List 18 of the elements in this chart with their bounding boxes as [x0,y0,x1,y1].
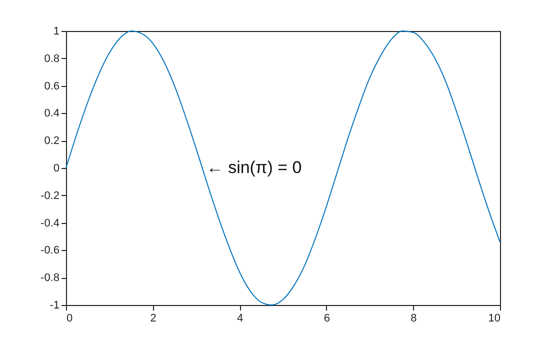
x-tick-label: 2 [150,312,156,324]
y-tick-label: -0.6 [40,244,60,257]
y-tick-label: -1 [50,300,60,312]
y-tick-label: 0.8 [44,52,60,65]
x-tick-label: 10 [488,312,500,324]
x-tick-label: 4 [237,312,244,324]
annotation: ← sin(π) = 0 [206,158,302,177]
x-tick-label: 8 [410,312,417,324]
y-tick-label: 0.4 [44,108,60,120]
y-tick-label: -0.4 [40,217,60,230]
y-tick-label: 0.6 [44,80,60,92]
x-tick-label: 6 [324,312,330,324]
y-tick-label: -0.8 [40,272,60,284]
y-tick-label: -0.2 [40,190,60,202]
y-tick-label: 1 [53,26,60,38]
y-tick-label: 0.2 [44,135,60,148]
x-tick-label: 0 [66,312,73,324]
y-tick-label: 0 [53,162,60,174]
